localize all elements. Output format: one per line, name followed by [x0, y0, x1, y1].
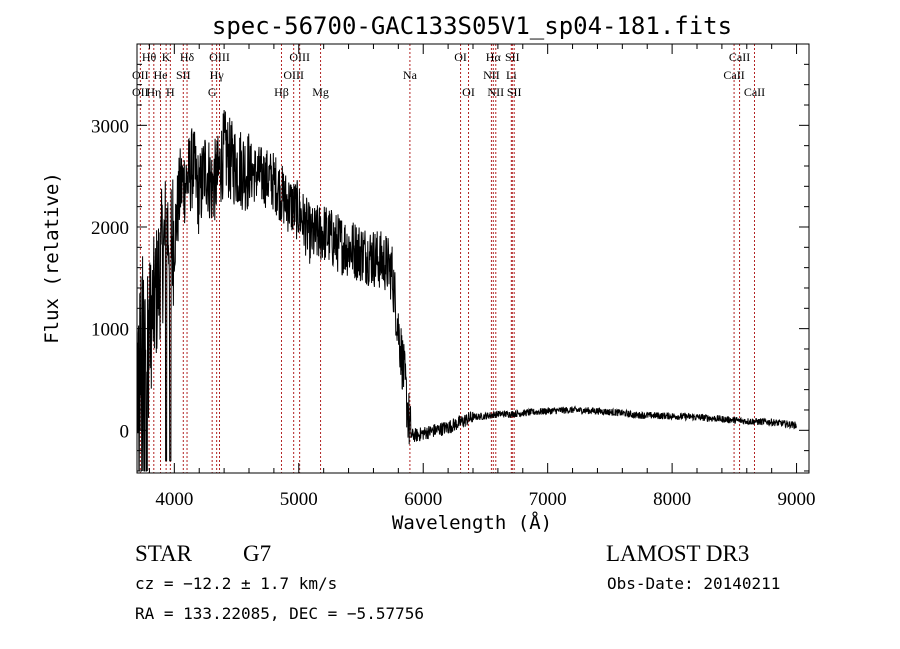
- y-tick-label: 2000: [91, 218, 129, 239]
- line-label: OI: [462, 85, 475, 99]
- line-label: OII: [132, 85, 149, 99]
- line-label: K: [162, 50, 171, 64]
- coordinates: RA = 133.22085, DEC = −5.57756: [135, 604, 424, 623]
- x-tick-label: 8000: [653, 489, 691, 510]
- line-label: CaII: [744, 85, 765, 99]
- line-label: Hδ: [180, 50, 195, 64]
- line-label: Hβ: [274, 85, 289, 99]
- object-subclass: G7: [243, 541, 271, 566]
- line-label: NII: [483, 68, 500, 82]
- line-label: OIII: [209, 50, 230, 64]
- x-tick-label: 6000: [404, 489, 442, 510]
- spectrum-series-line: [136, 109, 798, 472]
- line-label: SII: [176, 68, 191, 82]
- line-label: CaII: [729, 50, 750, 64]
- x-axis-ticks: 4000 5000 6000 7000 8000 9000: [148, 44, 816, 510]
- line-label: Mg: [312, 85, 329, 99]
- x-tick-label: 9000: [778, 489, 816, 510]
- x-tick-label: 5000: [280, 489, 318, 510]
- x-axis-label: Wavelength (Å): [392, 511, 552, 534]
- line-label: NII: [487, 85, 504, 99]
- line-label: OIII: [283, 68, 304, 82]
- line-label: G: [208, 85, 217, 99]
- y-tick-label: 0: [120, 421, 130, 442]
- y-axis-ticks: 0 1000 2000 3000: [91, 43, 809, 472]
- x-tick-label: 4000: [155, 489, 193, 510]
- line-label: SII: [505, 50, 520, 64]
- spectral-line-markers: [139, 44, 755, 473]
- line-label: Hθ: [142, 50, 157, 64]
- plot-frame: [136, 43, 810, 474]
- survey-name: LAMOST DR3: [606, 541, 749, 566]
- y-tick-label: 3000: [91, 116, 129, 137]
- line-label: He: [154, 68, 168, 82]
- obs-date: Obs-Date: 20140211: [607, 574, 780, 593]
- line-label: OIII: [289, 50, 310, 64]
- line-label: OII: [132, 68, 149, 82]
- object-type: STAR: [135, 541, 193, 566]
- y-tick-label: 1000: [91, 320, 129, 341]
- line-label: CaII: [723, 68, 744, 82]
- y-axis-label: Flux (relative): [41, 172, 63, 344]
- line-label: SII: [507, 85, 522, 99]
- x-tick-label: 7000: [529, 489, 567, 510]
- chart-title: spec-56700-GAC133S05V1_sp04-181.fits: [212, 12, 732, 40]
- redshift-cz: cz = −12.2 ± 1.7 km/s: [135, 574, 337, 593]
- line-label: Hα: [486, 50, 502, 64]
- line-label: Na: [403, 68, 418, 82]
- line-label: OI: [454, 50, 467, 64]
- line-label: Hη: [146, 85, 161, 99]
- line-label: H: [166, 85, 175, 99]
- line-label: Hγ: [210, 68, 225, 82]
- line-label: Li: [506, 68, 517, 82]
